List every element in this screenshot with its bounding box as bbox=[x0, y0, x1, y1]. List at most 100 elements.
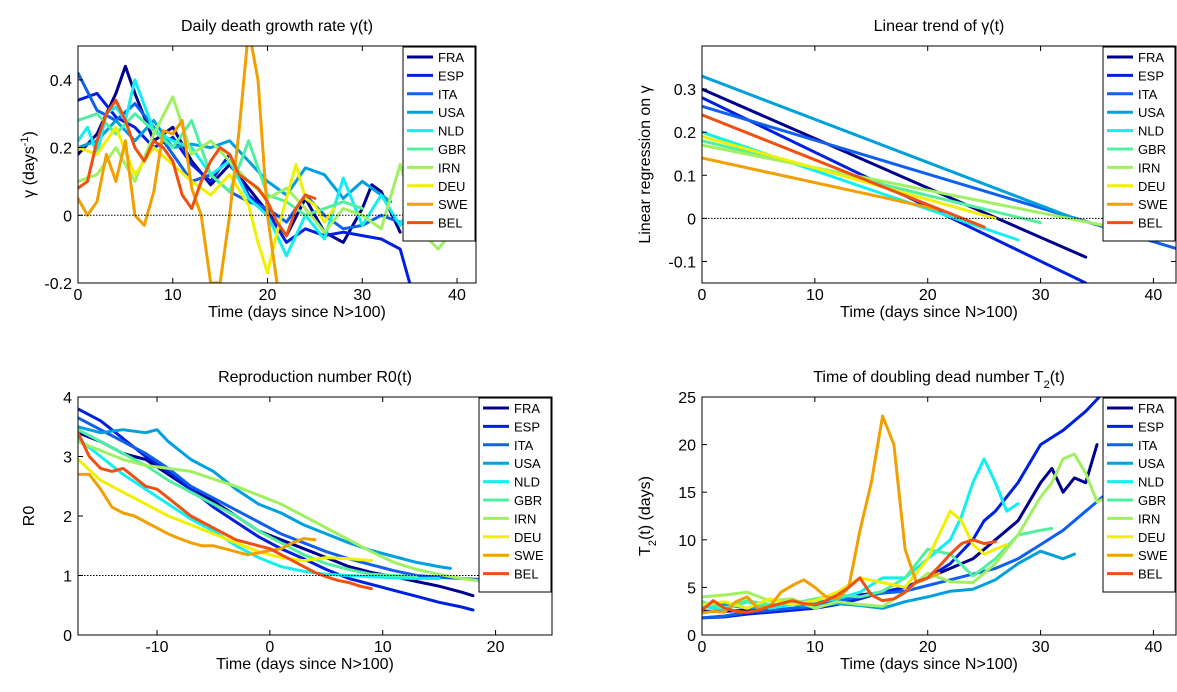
legend-label-gbr: GBR bbox=[514, 493, 542, 508]
legend: FRA ESP ITA USA NLD GBR IRN DEU SWE BEL bbox=[478, 397, 552, 593]
legend-label-fra: FRA bbox=[438, 50, 464, 65]
y-tick-label: 0.2 bbox=[674, 125, 696, 142]
legend-label-deu: DEU bbox=[1138, 530, 1165, 545]
legend: FRA ESP ITA USA NLD GBR IRN DEU SWE BEL bbox=[402, 46, 476, 242]
series-line-deu bbox=[78, 458, 373, 563]
legend-box bbox=[402, 46, 476, 242]
legend-label-bel: BEL bbox=[1138, 567, 1163, 582]
chart-title: Time of doubling dead number T2(t) bbox=[813, 369, 1065, 391]
x-tick-label: 20 bbox=[487, 639, 505, 656]
legend-label-gbr: GBR bbox=[438, 142, 466, 157]
y-tick-label: 0.1 bbox=[674, 168, 696, 185]
series-line-deu bbox=[702, 135, 997, 220]
x-tick-label: 10 bbox=[806, 287, 824, 304]
x-tick-label: 10 bbox=[806, 639, 824, 656]
x-tick-label: 10 bbox=[374, 639, 392, 656]
series-line-usa bbox=[702, 74, 1076, 220]
legend-label-irn: IRN bbox=[514, 511, 536, 526]
y-tick-label: -0.2 bbox=[44, 276, 72, 293]
legend-label-bel: BEL bbox=[514, 567, 539, 582]
legend-label-fra: FRA bbox=[1138, 50, 1164, 65]
y-axis-label: T2(t) (days) bbox=[637, 476, 659, 556]
x-tick-label: 40 bbox=[1145, 287, 1163, 304]
legend-label-usa: USA bbox=[1138, 456, 1165, 471]
x-tick-label: 0 bbox=[698, 287, 707, 304]
legend-label-esp: ESP bbox=[514, 419, 540, 434]
legend-box bbox=[1102, 46, 1176, 242]
series-line-swe bbox=[702, 414, 941, 615]
legend-label-fra: FRA bbox=[514, 401, 540, 416]
legend-label-swe: SWE bbox=[1138, 548, 1168, 563]
x-tick-label: 40 bbox=[1145, 639, 1163, 656]
y-tick-label: 0 bbox=[63, 208, 72, 225]
chart-panel-3: Reproduction number R0(t) -10 0 10 20 0 1 2 3 4 Ti… bbox=[21, 369, 553, 673]
legend-box bbox=[478, 397, 552, 593]
series-line-bel bbox=[702, 538, 997, 614]
legend-label-deu: DEU bbox=[1138, 179, 1165, 194]
series-line-esp bbox=[702, 397, 1161, 620]
chart-title: Reproduction number R0(t) bbox=[218, 369, 412, 386]
series-line-usa bbox=[78, 425, 452, 570]
x-tick-label: 0 bbox=[265, 639, 274, 656]
y-tick-label: 25 bbox=[678, 390, 696, 407]
series-line-irn bbox=[702, 452, 1122, 610]
series-line-swe bbox=[702, 156, 941, 212]
series-line-gbr bbox=[78, 428, 419, 579]
y-tick-label: -0.1 bbox=[668, 254, 696, 271]
legend-label-nld: NLD bbox=[514, 475, 540, 490]
legend-label-swe: SWE bbox=[514, 548, 544, 563]
legend-label-usa: USA bbox=[1138, 105, 1165, 120]
series-line-deu bbox=[702, 509, 1009, 610]
y-tick-label: 0.3 bbox=[674, 82, 696, 99]
x-axis-label: Time (days since N>100) bbox=[840, 656, 1018, 673]
y-tick-label: 20 bbox=[678, 438, 696, 455]
chart-panel-1: Daily death growth rate γ(t) 0 10 20 30 40 -0.… bbox=[19, 18, 477, 321]
y-tick-label: 15 bbox=[678, 485, 696, 502]
legend-label-gbr: GBR bbox=[1138, 142, 1166, 157]
legend: FRA ESP ITA USA NLD GBR IRN DEU SWE BEL bbox=[1102, 46, 1176, 242]
series-line-irn bbox=[78, 440, 552, 589]
series-line-irn bbox=[702, 143, 1176, 242]
x-tick-label: 30 bbox=[1032, 287, 1050, 304]
chart-title: Linear trend of γ(t) bbox=[874, 18, 1005, 35]
y-tick-label: 0 bbox=[687, 211, 696, 228]
x-tick-label: 30 bbox=[1032, 639, 1050, 656]
y-tick-label: 0.2 bbox=[50, 141, 72, 158]
legend-label-swe: SWE bbox=[438, 197, 468, 212]
y-tick-label: 1 bbox=[63, 569, 72, 586]
y-tick-label: 2 bbox=[63, 509, 72, 526]
y-tick-label: 0 bbox=[687, 628, 696, 645]
legend-label-deu: DEU bbox=[514, 530, 541, 545]
legend-label-ita: ITA bbox=[514, 438, 534, 453]
x-tick-label: 20 bbox=[919, 639, 937, 656]
chart-panel-4: Time of doubling dead number T2(t) 0 10 20 3… bbox=[637, 369, 1177, 673]
series-line-nld bbox=[78, 437, 441, 580]
legend-label-esp: ESP bbox=[438, 68, 464, 83]
x-tick-label: 30 bbox=[353, 287, 371, 304]
x-axis-label: Time (days since N>100) bbox=[216, 656, 394, 673]
legend-label-usa: USA bbox=[514, 456, 541, 471]
legend: FRA ESP ITA USA NLD GBR IRN DEU SWE BEL bbox=[1102, 397, 1176, 593]
y-tick-label: 0 bbox=[63, 628, 72, 645]
legend-label-usa: USA bbox=[438, 105, 465, 120]
series-line-swe bbox=[78, 472, 317, 557]
x-axis-label: Time (days since N>100) bbox=[840, 304, 1018, 321]
y-tick-label: 5 bbox=[687, 580, 696, 597]
x-axis-label: Time (days since N>100) bbox=[208, 304, 386, 321]
axes-box bbox=[77, 45, 477, 284]
series-line-bel bbox=[78, 98, 317, 238]
legend-label-nld: NLD bbox=[438, 124, 464, 139]
x-tick-label: 20 bbox=[259, 287, 277, 304]
series-line-fra bbox=[702, 87, 1088, 259]
legend-label-irn: IRN bbox=[1138, 160, 1160, 175]
x-tick-label: 10 bbox=[164, 287, 182, 304]
legend-label-esp: ESP bbox=[1138, 68, 1164, 83]
x-tick-label: 40 bbox=[448, 287, 466, 304]
axes-box bbox=[701, 396, 1177, 636]
legend-label-esp: ESP bbox=[1138, 419, 1164, 434]
y-tick-label: 10 bbox=[678, 533, 696, 550]
legend-label-nld: NLD bbox=[1138, 475, 1164, 490]
y-axis-label: R0 bbox=[21, 506, 38, 527]
y-tick-label: 0.4 bbox=[50, 73, 72, 90]
